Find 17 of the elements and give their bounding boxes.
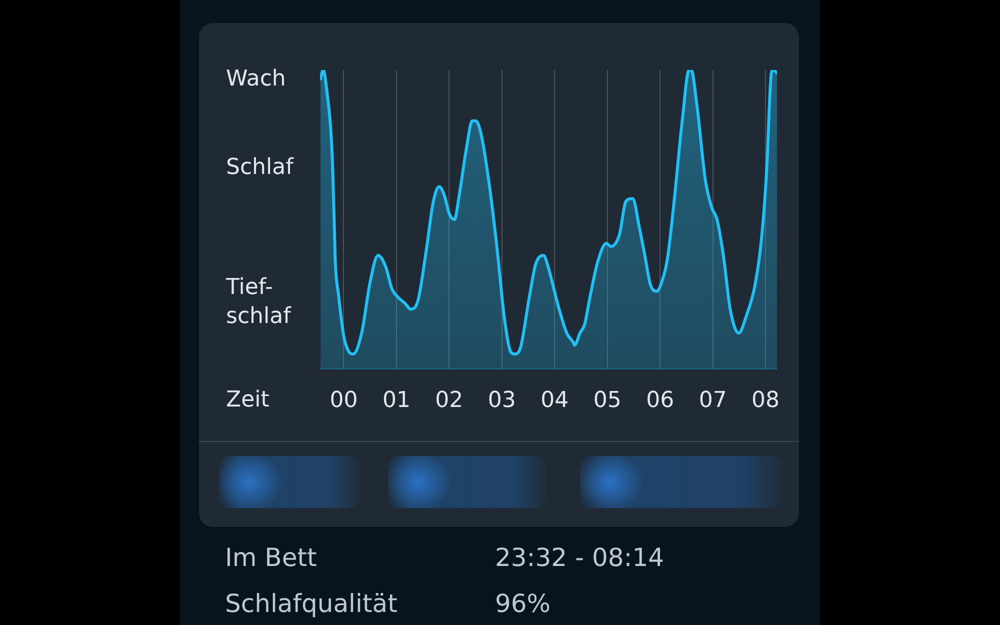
text: 23:32 - 08:14 (495, 543, 664, 573)
x-tick-label: 04 (540, 388, 569, 413)
text: Tief-schlaf (225, 274, 292, 329)
text: Im Bett (225, 543, 317, 573)
x-tick-label: 02 (435, 388, 464, 413)
x-tick-label: 08 (752, 388, 780, 413)
x-tick-label: 03 (488, 388, 516, 413)
x-tick-label: 00 (330, 388, 358, 413)
text: Schlafqualität (225, 589, 398, 619)
x-tick-label: 06 (646, 388, 674, 413)
x-axis-title: Zeit (226, 388, 270, 413)
x-tick-label: 07 (698, 388, 727, 413)
x-tick-label: 05 (593, 388, 622, 413)
text: 96% (495, 589, 551, 619)
text: Wach (226, 66, 286, 92)
x-tick-label: 01 (382, 388, 410, 413)
text: Schlaf (226, 154, 295, 180)
